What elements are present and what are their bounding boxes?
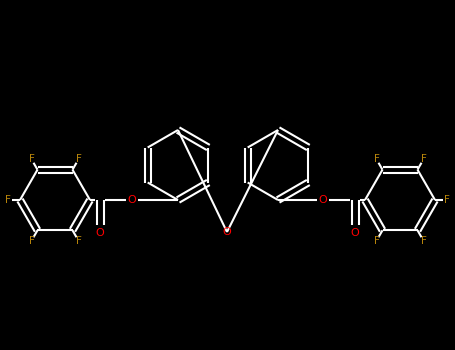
Text: F: F (374, 236, 379, 246)
Text: F: F (444, 195, 450, 205)
Text: O: O (318, 195, 328, 205)
Text: F: F (76, 236, 81, 246)
Text: F: F (29, 236, 35, 246)
Text: F: F (29, 154, 35, 164)
Text: F: F (5, 195, 11, 205)
Text: O: O (222, 227, 232, 237)
Text: O: O (351, 228, 359, 238)
Text: F: F (420, 236, 426, 246)
Text: O: O (127, 195, 136, 205)
Text: F: F (420, 154, 426, 164)
Text: F: F (374, 154, 379, 164)
Text: F: F (76, 154, 81, 164)
Text: O: O (96, 228, 104, 238)
